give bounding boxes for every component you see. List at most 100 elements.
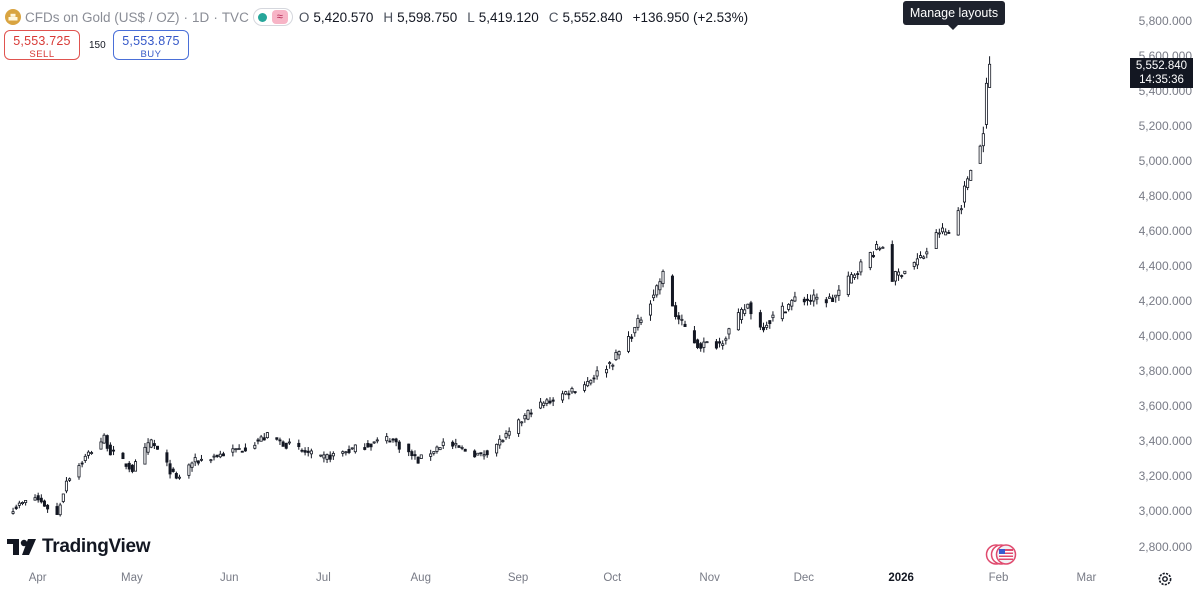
candle[interactable] <box>20 501 24 506</box>
candle[interactable] <box>903 270 907 275</box>
candle[interactable] <box>482 450 486 460</box>
candle[interactable] <box>714 338 718 350</box>
candle[interactable] <box>919 251 923 259</box>
candle[interactable] <box>209 458 213 464</box>
candle[interactable] <box>146 438 150 455</box>
candle[interactable] <box>121 451 125 460</box>
sell-button[interactable]: 5,553.725 SELL <box>4 30 80 60</box>
candle[interactable] <box>809 294 813 305</box>
candle[interactable] <box>256 437 260 445</box>
candle[interactable] <box>674 301 678 320</box>
candle[interactable] <box>165 449 169 467</box>
candle[interactable] <box>614 349 618 361</box>
interval-label[interactable]: 1D <box>192 9 210 25</box>
candle[interactable] <box>529 408 533 418</box>
candle[interactable] <box>281 440 285 447</box>
candle[interactable] <box>42 499 46 507</box>
candle[interactable] <box>353 444 357 454</box>
candle[interactable] <box>24 500 28 506</box>
candle[interactable] <box>275 437 279 441</box>
candle[interactable] <box>956 207 960 236</box>
candle[interactable] <box>658 278 662 295</box>
candle[interactable] <box>33 494 37 501</box>
candle[interactable] <box>36 492 40 503</box>
candle[interactable] <box>476 452 480 456</box>
candle[interactable] <box>11 507 15 515</box>
candle[interactable] <box>934 229 938 249</box>
candle[interactable] <box>890 240 894 282</box>
candle[interactable] <box>375 437 379 444</box>
candle[interactable] <box>363 443 367 451</box>
candle[interactable] <box>856 271 860 280</box>
candle[interactable] <box>617 350 621 360</box>
candle[interactable] <box>827 293 831 299</box>
candle[interactable] <box>432 451 436 456</box>
candle[interactable] <box>724 336 728 345</box>
candle[interactable] <box>859 259 863 276</box>
candle[interactable] <box>303 447 307 456</box>
candle[interactable] <box>344 450 348 456</box>
candle[interactable] <box>463 448 467 452</box>
candle[interactable] <box>457 445 461 448</box>
candle[interactable] <box>520 421 524 427</box>
candle[interactable] <box>523 413 527 423</box>
us-flag-events-icon[interactable] <box>985 544 1017 565</box>
candle[interactable] <box>846 271 850 297</box>
candle[interactable] <box>542 401 546 409</box>
candle[interactable] <box>595 366 599 380</box>
tradingview-logo[interactable]: TradingView <box>7 536 151 558</box>
candle[interactable] <box>366 440 370 448</box>
candle[interactable] <box>331 451 335 460</box>
candle[interactable] <box>944 228 948 236</box>
candle[interactable] <box>507 427 511 439</box>
candle[interactable] <box>278 437 282 446</box>
candle[interactable] <box>981 126 985 153</box>
candle[interactable] <box>966 176 970 191</box>
candle[interactable] <box>243 443 247 452</box>
candle[interactable] <box>561 390 565 403</box>
candle[interactable] <box>199 454 203 462</box>
candle[interactable] <box>196 460 200 466</box>
candle[interactable] <box>46 504 50 513</box>
candle[interactable] <box>174 471 178 480</box>
candle[interactable] <box>727 327 731 340</box>
candle[interactable] <box>802 296 806 306</box>
candle[interactable] <box>853 273 857 280</box>
candle[interactable] <box>152 439 156 449</box>
candle[interactable] <box>143 443 147 465</box>
candle[interactable] <box>155 445 159 450</box>
candle[interactable] <box>501 439 505 443</box>
candle[interactable] <box>300 448 304 453</box>
candle[interactable] <box>812 289 816 307</box>
candle[interactable] <box>168 459 172 479</box>
candle[interactable] <box>61 493 65 504</box>
candle[interactable] <box>77 463 81 480</box>
candle[interactable] <box>539 397 543 410</box>
candle[interactable] <box>790 299 794 311</box>
candle[interactable] <box>893 270 897 286</box>
candle[interactable] <box>652 289 656 302</box>
candle[interactable] <box>438 447 442 451</box>
candle[interactable] <box>962 181 966 208</box>
candle[interactable] <box>231 444 235 457</box>
candle[interactable] <box>736 308 740 331</box>
candle[interactable] <box>485 449 489 458</box>
candle[interactable] <box>253 442 257 450</box>
candle[interactable] <box>55 502 59 515</box>
candle[interactable] <box>680 314 684 326</box>
candle[interactable] <box>787 303 791 312</box>
candle[interactable] <box>460 445 464 451</box>
candle[interactable] <box>545 397 549 407</box>
candle[interactable] <box>221 451 225 457</box>
candle[interactable] <box>765 321 769 330</box>
candle[interactable] <box>611 363 615 371</box>
candle[interactable] <box>407 443 411 457</box>
candle[interactable] <box>551 397 555 407</box>
candle[interactable] <box>237 444 241 450</box>
candle[interactable] <box>416 456 420 464</box>
candle[interactable] <box>284 442 288 450</box>
candle[interactable] <box>234 448 238 453</box>
candle[interactable] <box>696 338 700 350</box>
candle[interactable] <box>749 300 753 320</box>
candle[interactable] <box>718 337 722 348</box>
